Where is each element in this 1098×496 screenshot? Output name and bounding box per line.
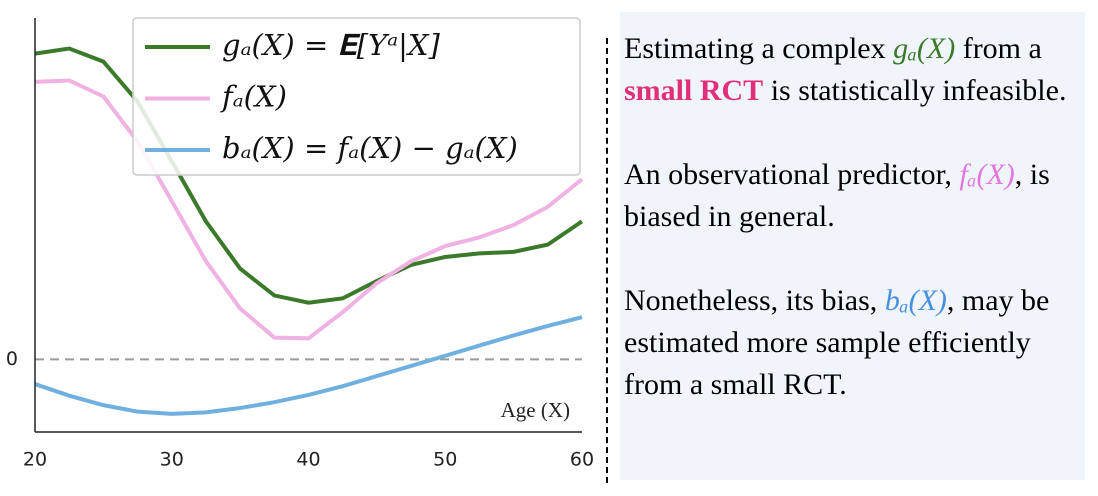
series-line bbox=[34, 78, 584, 341]
text-segment: fₐ(X) bbox=[959, 158, 1015, 191]
x-tick-label: 20 bbox=[23, 449, 47, 471]
x-tick-label: 60 bbox=[570, 449, 594, 471]
text-segment: is statistically infeasible. bbox=[763, 74, 1067, 107]
text-segment: from a bbox=[955, 32, 1042, 65]
series-line bbox=[34, 315, 583, 416]
text-segment: Estimating a complex bbox=[624, 32, 894, 65]
text-segment: small RCT bbox=[624, 74, 764, 107]
text-panel: Estimating a complex gₐ(X) from a small … bbox=[620, 12, 1085, 480]
paragraph: Estimating a complex gₐ(X) from a small … bbox=[624, 28, 1079, 112]
x-tick-label: 30 bbox=[160, 449, 184, 471]
text-segment: Nonetheless, its bias, bbox=[624, 284, 885, 317]
legend-label: fₐ(X) bbox=[220, 80, 287, 114]
text-segment: An observational predictor, bbox=[624, 158, 960, 191]
separator bbox=[606, 38, 608, 483]
text-segment: gₐ(X) bbox=[893, 32, 956, 65]
series-line bbox=[34, 46, 584, 305]
legend-label: gₐ(X) = 𝐄[Yᵃ|X] bbox=[222, 28, 441, 62]
x-axis-label: Age (X) bbox=[501, 398, 570, 422]
text-segment: , may be estimated more sample efficient… bbox=[624, 284, 1050, 401]
paragraph: Nonetheless, its bias, bₐ(X), may be est… bbox=[624, 280, 1079, 406]
x-tick-label: 40 bbox=[296, 449, 320, 471]
legend-label: bₐ(X) = fₐ(X) − gₐ(X) bbox=[222, 131, 518, 165]
legend-box bbox=[132, 17, 581, 176]
chart: 0 20 30 40 50 60 Age (X) gₐ(X) = 𝐄[Yᵃ|X] fₐ(X) bₐ… bbox=[6, 17, 594, 471]
y-tick-label: 0 bbox=[6, 348, 18, 370]
paragraph: An observational predictor, fₐ(X), is bi… bbox=[624, 154, 1079, 238]
text-segment: , is biased in general. bbox=[624, 158, 1050, 233]
text-segment: bₐ(X) bbox=[884, 284, 947, 317]
x-tick-label: 50 bbox=[433, 449, 457, 471]
